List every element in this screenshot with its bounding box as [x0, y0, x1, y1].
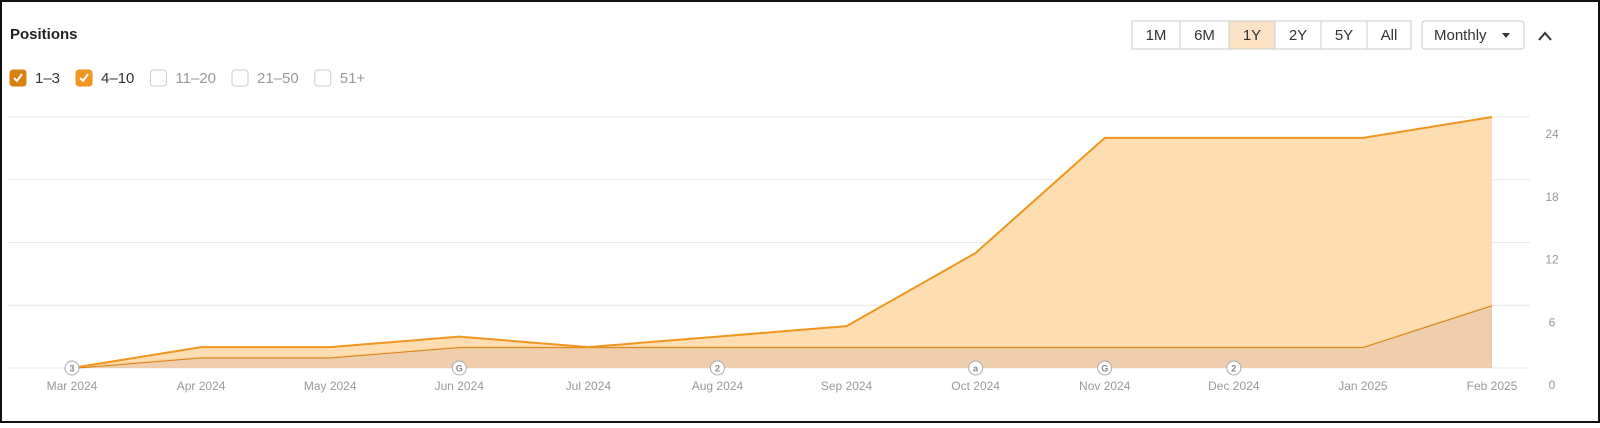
x-tick-label: Oct 2024	[951, 379, 1000, 393]
annotation-label: 2	[715, 363, 720, 373]
legend-label: 21–50	[257, 70, 299, 87]
legend-checkbox[interactable]	[314, 69, 332, 87]
interval-dropdown[interactable]	[1421, 20, 1525, 50]
x-tick-label: May 2024	[304, 379, 357, 393]
x-tick-label: Jun 2024	[435, 379, 485, 393]
x-tick-label: Feb 2025	[1467, 379, 1518, 393]
range-label: All	[1381, 27, 1398, 44]
annotation-label: 3	[69, 363, 74, 373]
dropdown-caret	[1502, 33, 1510, 38]
legend-checkbox[interactable]	[149, 69, 167, 87]
range-label: 6M	[1194, 27, 1215, 44]
legend-label: 4–10	[101, 70, 134, 87]
x-tick-label: Aug 2024	[692, 379, 744, 393]
annotation-label: G	[1101, 363, 1108, 373]
x-tick-label: Mar 2024	[47, 379, 98, 393]
area-fill	[72, 117, 1492, 368]
legend-label: 1–3	[35, 70, 60, 87]
annotation-label: 2	[1231, 363, 1236, 373]
annotation-icon[interactable]	[1226, 360, 1242, 376]
interval-label: Monthly	[1434, 27, 1487, 44]
legend-label: 11–20	[175, 70, 216, 87]
range-label: 1M	[1146, 27, 1167, 44]
annotation-label: a	[973, 363, 979, 373]
range-label: 1Y	[1243, 27, 1261, 44]
range-button[interactable]	[1179, 20, 1230, 50]
y-tick-label: 0	[1549, 378, 1556, 392]
range-button[interactable]	[1366, 20, 1412, 50]
y-tick-label: 24	[1545, 127, 1559, 141]
x-tick-label: Sep 2024	[821, 379, 873, 393]
x-tick-label: Dec 2024	[1208, 379, 1260, 393]
x-tick-label: Nov 2024	[1079, 379, 1131, 393]
panel-title: Positions	[10, 26, 78, 43]
y-tick-label: 6	[1549, 315, 1556, 329]
collapse-button[interactable]	[1538, 31, 1552, 41]
range-button[interactable]	[1274, 20, 1322, 50]
annotation-icon[interactable]	[968, 360, 984, 376]
annotation-icon[interactable]	[64, 360, 80, 376]
annotation-icon[interactable]	[1097, 360, 1113, 376]
legend-label: 51+	[340, 70, 366, 87]
y-tick-label: 18	[1545, 190, 1559, 204]
x-tick-label: Jan 2025	[1338, 379, 1388, 393]
check-mark	[79, 73, 89, 83]
annotation-label: G	[456, 363, 463, 373]
annotation-icon[interactable]	[709, 360, 725, 376]
x-tick-label: Apr 2024	[177, 379, 226, 393]
y-tick-label: 12	[1545, 253, 1559, 267]
range-label: 2Y	[1289, 27, 1307, 44]
legend-checkbox[interactable]	[231, 69, 249, 87]
area-line	[71, 116, 1493, 369]
area-fill	[72, 305, 1492, 368]
annotation-icon[interactable]	[451, 360, 467, 376]
range-label: 5Y	[1335, 27, 1353, 44]
check-mark	[13, 73, 23, 83]
x-tick-label: Jul 2024	[566, 379, 612, 393]
